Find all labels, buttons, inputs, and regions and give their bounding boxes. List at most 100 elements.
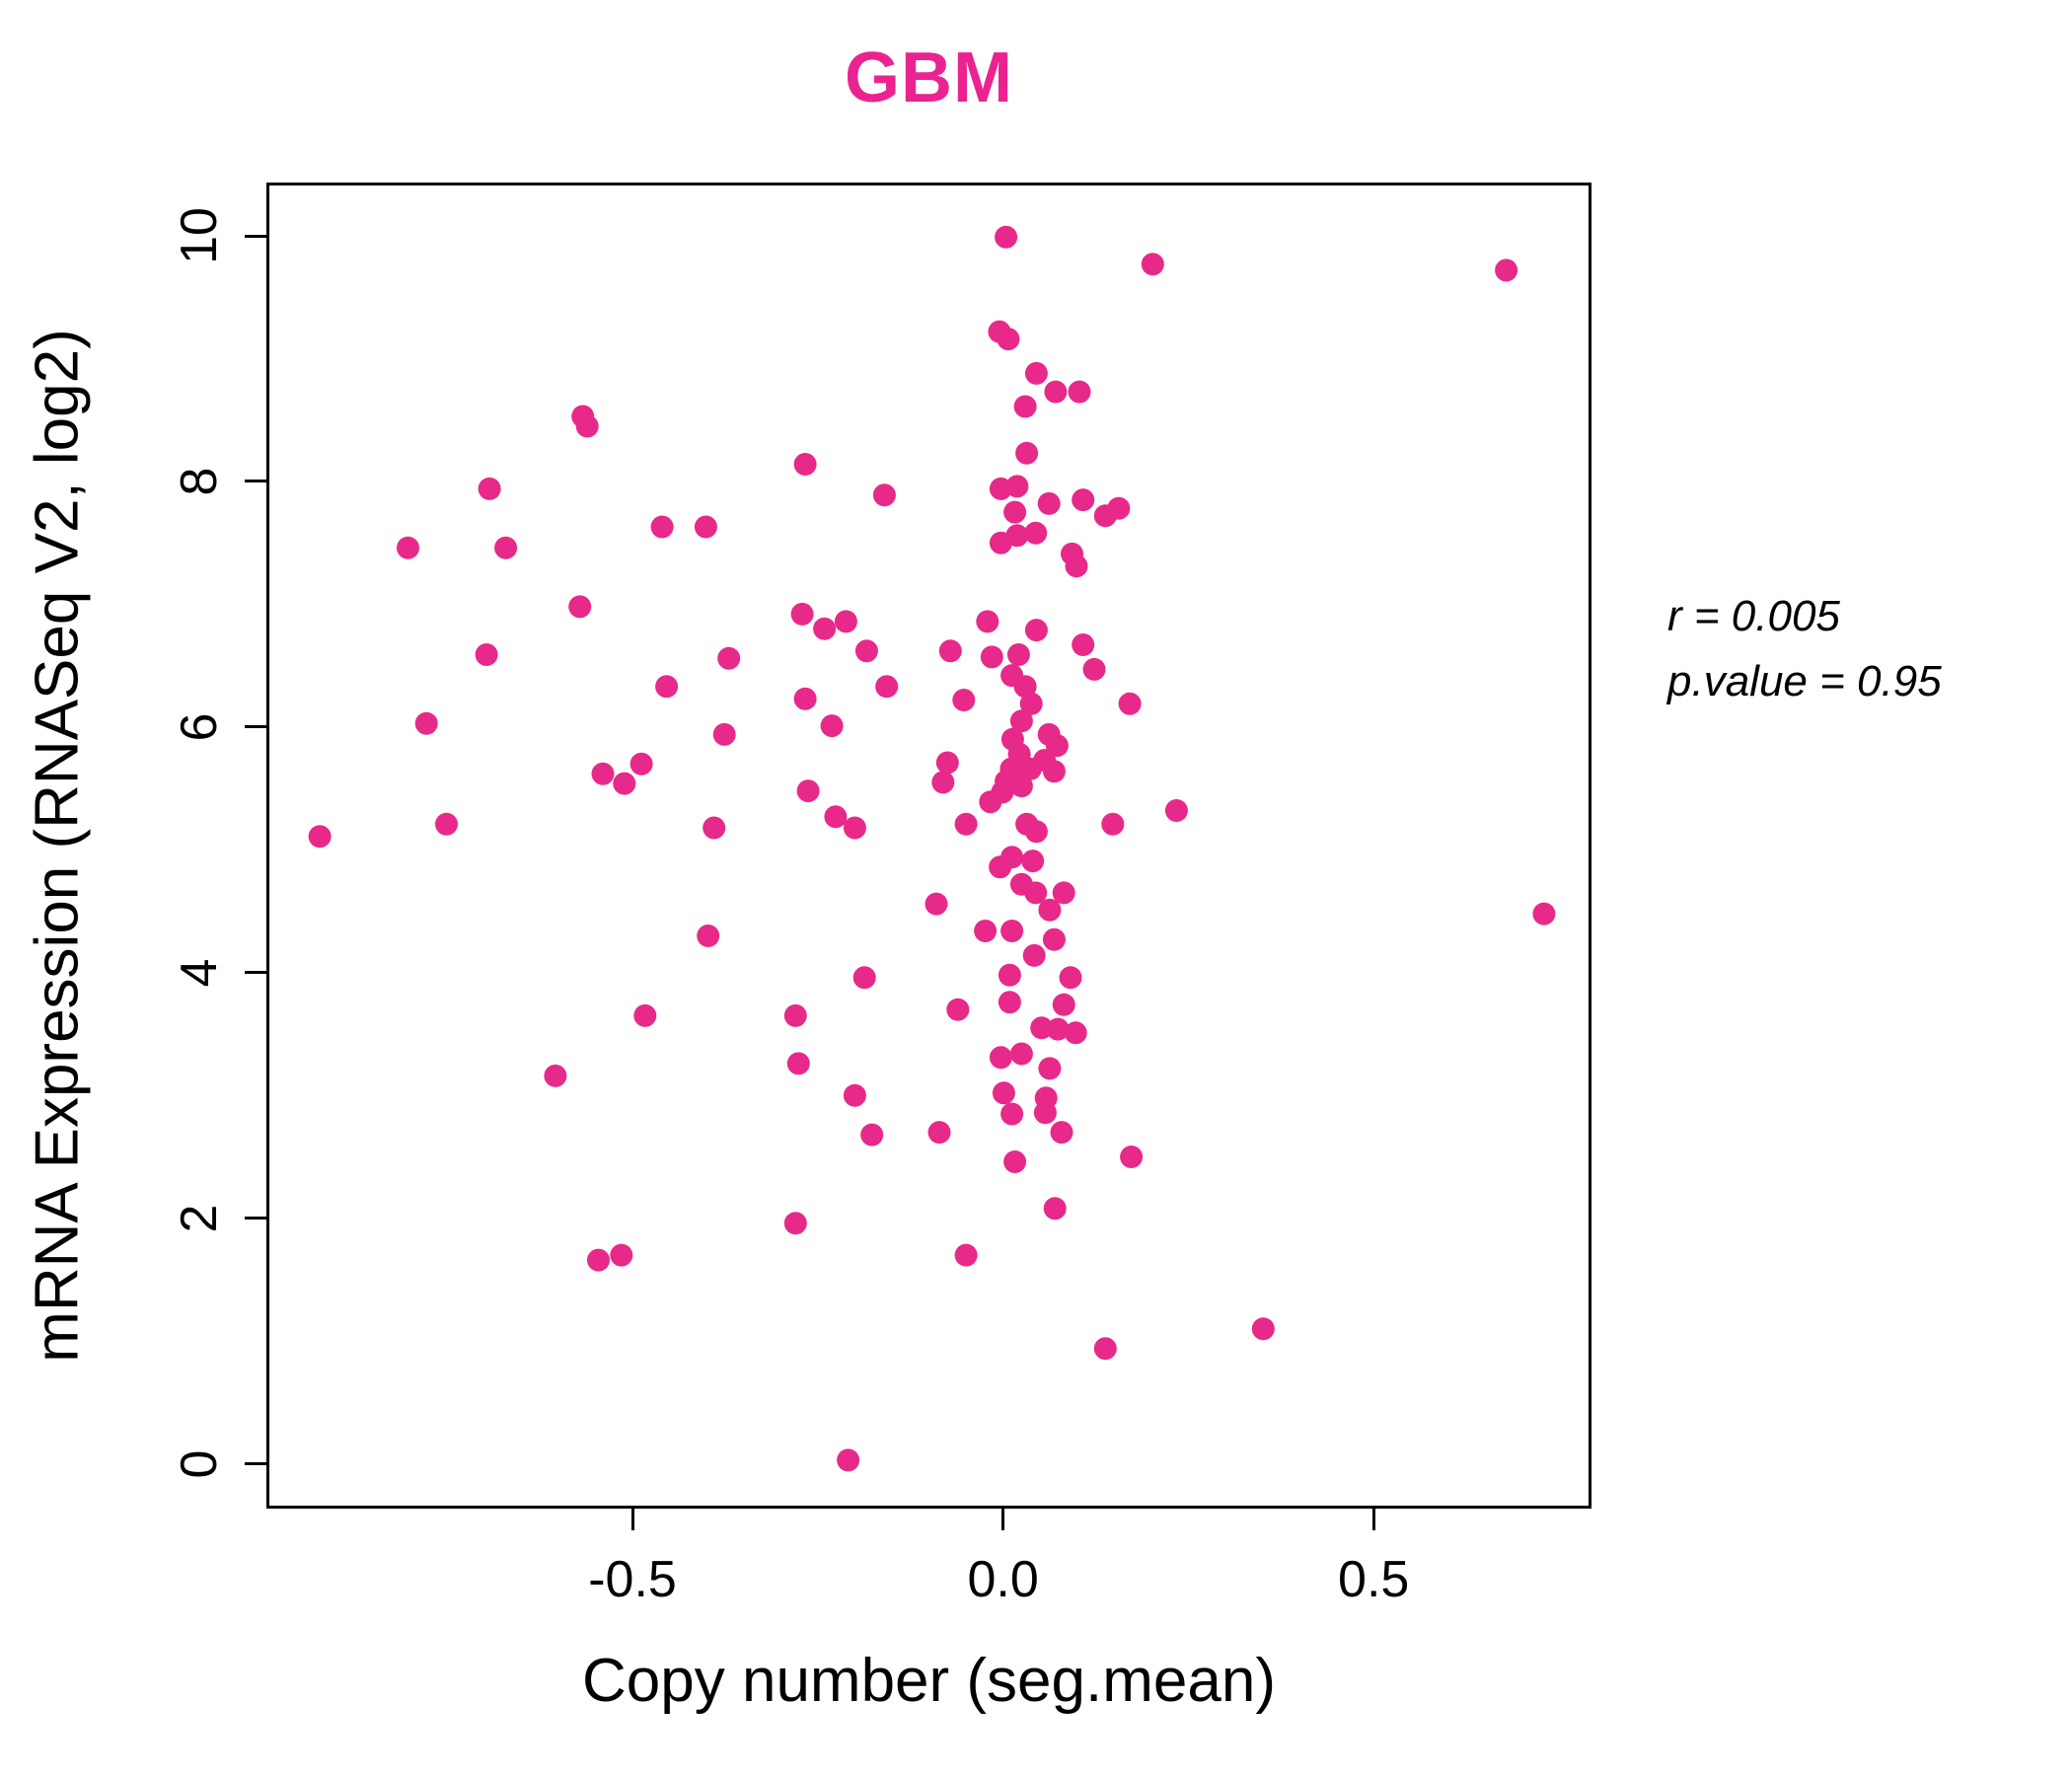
data-point[interactable]: [1030, 1016, 1054, 1040]
data-point[interactable]: [875, 675, 899, 699]
data-point[interactable]: [1015, 441, 1039, 465]
data-point[interactable]: [1009, 1042, 1033, 1066]
data-point[interactable]: [1024, 619, 1048, 642]
data-point[interactable]: [697, 925, 720, 947]
data-point[interactable]: [1038, 898, 1062, 922]
data-point[interactable]: [998, 963, 1021, 987]
data-point[interactable]: [1251, 1317, 1275, 1341]
data-point[interactable]: [946, 998, 970, 1021]
data-point[interactable]: [1050, 1121, 1073, 1145]
data-point[interactable]: [308, 825, 332, 849]
data-point[interactable]: [1033, 1101, 1057, 1125]
data-point[interactable]: [1068, 380, 1091, 404]
data-point[interactable]: [790, 602, 814, 626]
data-point[interactable]: [820, 714, 844, 738]
data-point[interactable]: [1003, 500, 1027, 524]
data-point[interactable]: [872, 483, 896, 507]
data-point[interactable]: [997, 328, 1020, 351]
data-point[interactable]: [1006, 643, 1030, 666]
data-point[interactable]: [1072, 633, 1095, 656]
data-point[interactable]: [1052, 993, 1075, 1016]
data-point[interactable]: [1118, 692, 1142, 715]
data-point[interactable]: [591, 762, 615, 785]
data-point[interactable]: [1005, 475, 1029, 498]
data-point[interactable]: [1005, 524, 1029, 548]
data-point[interactable]: [544, 1064, 567, 1087]
data-point[interactable]: [796, 779, 820, 803]
data-point[interactable]: [1019, 692, 1043, 715]
data-point[interactable]: [783, 1003, 807, 1027]
data-point[interactable]: [995, 225, 1018, 249]
data-point[interactable]: [575, 414, 599, 438]
data-point[interactable]: [1000, 920, 1024, 942]
data-point[interactable]: [397, 536, 419, 559]
data-point[interactable]: [793, 453, 817, 476]
data-point[interactable]: [1043, 1197, 1067, 1221]
data-point[interactable]: [717, 646, 741, 670]
data-point[interactable]: [1003, 1150, 1027, 1173]
data-point[interactable]: [1038, 1057, 1062, 1080]
data-point[interactable]: [824, 805, 848, 829]
data-point[interactable]: [980, 645, 1003, 669]
data-point[interactable]: [935, 751, 959, 775]
data-point[interactable]: [976, 610, 999, 633]
data-point[interactable]: [1164, 799, 1188, 822]
data-point[interactable]: [1024, 881, 1048, 905]
data-point[interactable]: [1021, 850, 1045, 873]
data-point[interactable]: [568, 595, 592, 619]
data-point[interactable]: [1495, 259, 1518, 282]
data-point[interactable]: [610, 1243, 633, 1267]
data-point[interactable]: [703, 816, 726, 840]
data-point[interactable]: [435, 812, 458, 836]
data-point[interactable]: [655, 675, 679, 699]
data-point[interactable]: [925, 892, 948, 916]
data-point[interactable]: [1046, 1017, 1070, 1041]
data-point[interactable]: [1037, 491, 1061, 515]
data-point[interactable]: [813, 617, 837, 640]
data-point[interactable]: [650, 515, 674, 539]
data-point[interactable]: [954, 1243, 978, 1267]
data-point[interactable]: [1093, 1337, 1117, 1361]
data-point[interactable]: [852, 966, 876, 990]
data-point[interactable]: [1013, 675, 1037, 699]
data-point[interactable]: [931, 771, 955, 794]
data-point[interactable]: [837, 1448, 860, 1472]
data-point[interactable]: [1044, 380, 1068, 404]
data-point[interactable]: [989, 855, 1012, 879]
data-point[interactable]: [1052, 881, 1075, 905]
data-point[interactable]: [793, 687, 817, 710]
data-point[interactable]: [1059, 966, 1082, 990]
data-point[interactable]: [1024, 361, 1048, 385]
data-point[interactable]: [834, 610, 857, 633]
data-point[interactable]: [414, 711, 438, 735]
data-point[interactable]: [843, 816, 866, 840]
data-point[interactable]: [494, 536, 518, 559]
data-point[interactable]: [587, 1248, 610, 1272]
data-point[interactable]: [1022, 943, 1046, 967]
data-point[interactable]: [991, 780, 1014, 804]
data-point[interactable]: [1009, 709, 1033, 733]
data-point[interactable]: [1532, 902, 1556, 925]
data-point[interactable]: [974, 920, 998, 942]
data-point[interactable]: [1009, 775, 1033, 798]
data-point[interactable]: [989, 1046, 1012, 1070]
data-point[interactable]: [1024, 521, 1048, 545]
data-point[interactable]: [1120, 1146, 1144, 1168]
data-point[interactable]: [613, 772, 636, 795]
data-point[interactable]: [478, 477, 501, 500]
data-point[interactable]: [1042, 927, 1066, 951]
data-point[interactable]: [927, 1121, 951, 1145]
data-point[interactable]: [1042, 760, 1066, 783]
data-point[interactable]: [629, 752, 653, 776]
data-point[interactable]: [1018, 757, 1042, 780]
data-point[interactable]: [952, 689, 976, 711]
data-point[interactable]: [843, 1083, 866, 1107]
data-point[interactable]: [1064, 1021, 1087, 1045]
data-point[interactable]: [712, 722, 736, 746]
data-point[interactable]: [475, 643, 498, 666]
data-point[interactable]: [1072, 488, 1095, 512]
data-point[interactable]: [1013, 395, 1037, 418]
data-point[interactable]: [954, 812, 978, 836]
data-point[interactable]: [694, 515, 717, 539]
data-point[interactable]: [854, 639, 878, 663]
